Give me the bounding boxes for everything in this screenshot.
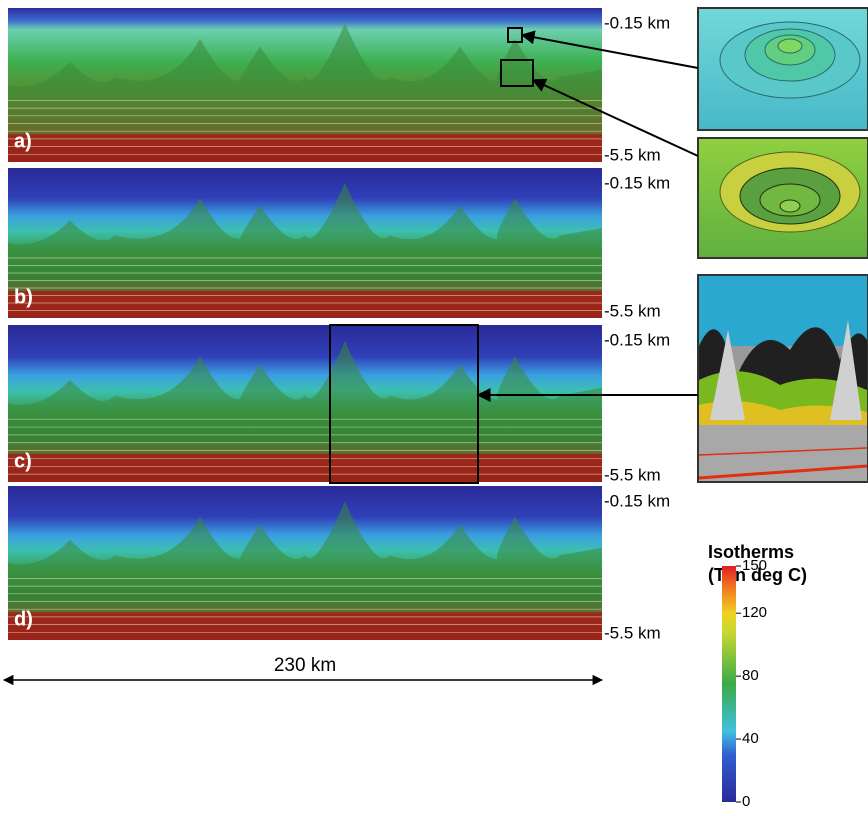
deep-band (8, 454, 602, 482)
tick-label: 40 (742, 730, 759, 747)
bottom-depth: -5.5 km (604, 301, 661, 320)
tick-label: 150 (742, 557, 767, 574)
deep-band (8, 612, 602, 640)
tick-label: 80 (742, 667, 759, 684)
panel-label: b) (14, 286, 33, 308)
top-depth: -0.15 km (604, 330, 670, 349)
bottom-depth: -5.5 km (604, 145, 661, 164)
tick-label: 0 (742, 793, 750, 810)
colorbar (722, 566, 736, 802)
panel-label: a) (14, 130, 32, 152)
bottom-depth: -5.5 km (604, 623, 661, 642)
top-depth: -0.15 km (604, 13, 670, 32)
tick-label: 120 (742, 604, 767, 621)
inset-2 (698, 138, 868, 258)
inset-3 (698, 275, 868, 482)
top-depth: -0.15 km (604, 173, 670, 192)
deep-band (8, 134, 602, 162)
bottom-depth: -5.5 km (604, 465, 661, 484)
inset-1 (698, 8, 868, 130)
figure: a) -0.15 km -5.5 km b) -0.15 km -5.5 km c) -0.1… (0, 0, 868, 811)
scale-label: 230 km (274, 655, 336, 676)
deep-band (8, 291, 602, 318)
legend-ticks: 150 120 80 40 0 (736, 557, 767, 810)
top-depth: -0.15 km (604, 491, 670, 510)
panel-label: c) (14, 450, 32, 472)
panel-label: d) (14, 608, 33, 630)
